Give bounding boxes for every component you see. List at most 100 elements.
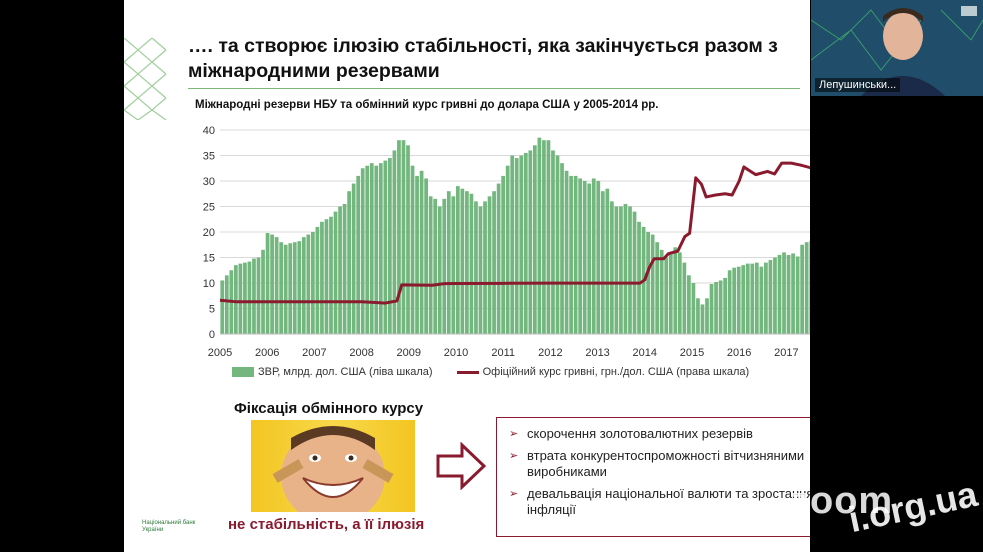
legend-bar-swatch [232, 367, 254, 378]
reserve-bar [614, 206, 619, 334]
reserve-bar [460, 188, 465, 334]
x-tick-label: 2012 [538, 347, 562, 359]
reserve-bar [619, 206, 623, 334]
reserve-bar [288, 243, 293, 334]
reserve-bar [700, 304, 705, 334]
reserve-bar [646, 232, 650, 334]
reserve-bar [786, 254, 791, 334]
reserve-bar [351, 183, 356, 334]
x-tick-label: 2011 [491, 347, 515, 359]
reserve-bar [514, 158, 519, 334]
reserve-bar [804, 242, 809, 334]
x-tick-label: 2007 [302, 347, 326, 359]
x-tick-label: 2008 [349, 347, 373, 359]
reserve-bar [777, 254, 782, 334]
reserve-bar [297, 241, 302, 334]
reserve-bar [532, 145, 537, 334]
reserve-bar [333, 211, 338, 334]
reserve-bar [279, 242, 284, 334]
reserve-bar [696, 298, 700, 334]
reserve-bar [628, 206, 632, 334]
bullet-chevron-icon: ➢ [509, 428, 519, 440]
x-tick-label: 2005 [208, 347, 232, 359]
reserve-bar [306, 234, 311, 334]
reserve-bar [764, 262, 768, 334]
right-arrow-icon [436, 442, 487, 490]
reserve-bar [342, 203, 347, 334]
reserve-bar [659, 249, 664, 334]
reserve-bar [419, 170, 424, 334]
reserve-bar [397, 140, 401, 334]
reserve-bar [378, 163, 383, 334]
reserve-bar [705, 298, 709, 334]
reserve-bar [600, 191, 605, 334]
reserve-bar [623, 203, 628, 334]
reserve-bar [392, 150, 397, 334]
reserve-bar [501, 175, 506, 334]
reserve-bar [587, 183, 592, 334]
decorative-pattern [124, 38, 167, 120]
reserve-bar [496, 183, 501, 334]
reserve-bar [301, 237, 306, 334]
legend-line-label: Офіційний курс гривні, грн./дол. США (пр… [482, 366, 750, 378]
nbu-logo: Національний банк України [142, 520, 196, 533]
chart-title: Міжнародні резерви НБУ та обмінний курс … [195, 99, 659, 111]
reserve-bar [709, 284, 714, 334]
reserve-bar [365, 165, 370, 334]
reserve-bar [677, 252, 682, 334]
reserve-bar [233, 265, 238, 334]
reserve-bar [610, 201, 614, 334]
reserve-bar [252, 258, 256, 334]
x-tick-label: 2016 [727, 347, 751, 359]
reserve-bar [265, 233, 270, 334]
left-tick-label: 15 [203, 253, 215, 265]
reserve-bar [401, 140, 406, 334]
reserve-bar [723, 277, 727, 334]
reserve-bar [329, 216, 333, 334]
participant-video-tile[interactable]: Лепушинськи... [811, 0, 983, 96]
reserve-bar [582, 181, 587, 334]
reserve-bar [523, 152, 528, 334]
reserve-bar [732, 267, 737, 334]
reserve-bar [446, 191, 451, 334]
x-tick-label: 2017 [774, 347, 798, 359]
reserve-bar [324, 219, 329, 334]
reserve-bar [247, 261, 252, 334]
bullet-item: ➢ втрата конкурентоспроможності вітчизнян… [509, 448, 805, 479]
left-tick-label: 5 [209, 304, 215, 316]
reserve-bar [261, 249, 265, 334]
left-tick-label: 0 [209, 329, 215, 341]
left-tick-label: 10 [203, 278, 215, 290]
reserve-bar [283, 244, 288, 334]
left-tick-label: 20 [203, 227, 215, 239]
reserve-bar [519, 155, 524, 334]
bullet-chevron-icon: ➢ [509, 488, 519, 500]
reserve-bar [727, 270, 732, 334]
reserve-bar [383, 160, 388, 334]
x-tick-label: 2014 [633, 347, 657, 359]
reserve-bar [537, 137, 542, 334]
reserve-bar [750, 263, 755, 334]
reserve-bar [442, 198, 447, 334]
reserve-bar [596, 181, 601, 334]
fixation-heading: Фіксація обмінного курсу [234, 400, 424, 417]
reserve-bar [270, 234, 274, 334]
reserve-bar [220, 280, 225, 334]
legend-line-swatch [456, 370, 479, 374]
reserve-bar [741, 265, 746, 334]
reserve-bar [736, 266, 741, 334]
reserve-bar [791, 253, 795, 334]
reserve-bar [505, 165, 510, 334]
bullet-item: ➢ девальвація національної валюти та зрос… [509, 486, 810, 517]
reserve-bar [274, 237, 279, 334]
reserve-bar [687, 275, 691, 334]
reserve-bar [311, 232, 315, 334]
reserve-bar [469, 193, 474, 334]
left-tick-label: 40 [203, 125, 215, 137]
left-tick-label: 35 [203, 151, 215, 163]
reserve-bar [483, 201, 487, 334]
reserve-bar [487, 196, 492, 334]
reserve-bar [388, 158, 392, 334]
reserve-bar [455, 186, 460, 334]
reserve-bar [637, 221, 641, 334]
